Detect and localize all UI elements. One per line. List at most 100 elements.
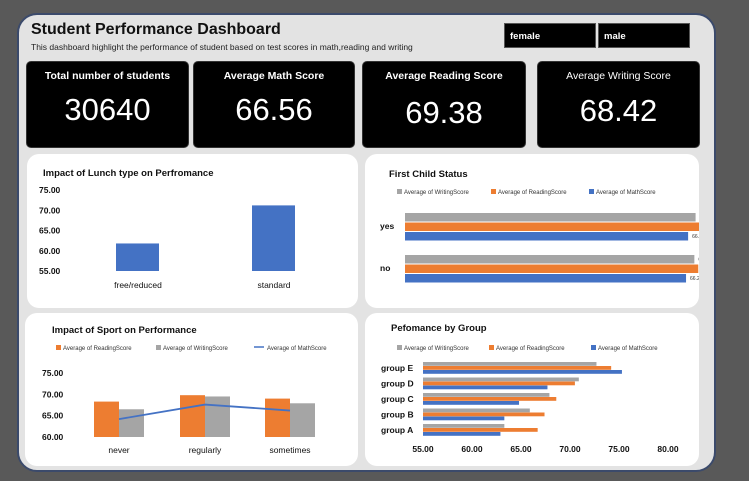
group-bar <box>423 428 538 432</box>
y-tick-label: 70.00 <box>42 389 64 399</box>
legend-label: Average of ReadingScore <box>63 346 132 352</box>
y-tick-label: group C <box>381 394 414 404</box>
group-bar <box>423 366 612 370</box>
group-bar <box>423 408 530 413</box>
lunch-chart-card: Impact of Lunch type on Perfromance 75.0… <box>27 154 358 308</box>
y-tick-label: 65.00 <box>42 411 64 421</box>
x-tick-label: free/reduced <box>114 280 162 290</box>
y-tick-label: 65.00 <box>39 226 61 236</box>
x-tick-label: never <box>108 445 129 455</box>
legend-swatch <box>489 345 494 350</box>
legend-label: Average of MathScore <box>598 346 658 352</box>
sport-bar <box>265 398 290 437</box>
sport-bar <box>205 396 230 437</box>
group-bar <box>423 432 501 436</box>
kpi-average-writing: Average Writing Score 68.42 <box>537 61 700 148</box>
data-label: 66.25 <box>690 276 699 282</box>
legend-swatch <box>397 345 402 350</box>
x-tick-label: 75.00 <box>608 444 630 454</box>
kpi-value: 69.38 <box>405 95 483 130</box>
group-bar <box>423 401 520 405</box>
y-tick-label: 75.00 <box>39 185 61 195</box>
group-bar <box>423 370 622 374</box>
kpi-average-reading: Average Reading Score 69.38 <box>362 61 526 148</box>
x-tick-label: 70.00 <box>559 444 581 454</box>
group-bar <box>423 393 550 397</box>
group-bar <box>423 397 557 401</box>
chart-title: Pefomance by Group <box>391 323 487 334</box>
x-tick-label: 65.00 <box>510 444 532 454</box>
kpi-value: 30640 <box>64 92 151 127</box>
x-tick-label: 60.00 <box>461 444 483 454</box>
sport-chart-card: Impact of Sport on Performance Average o… <box>25 313 358 466</box>
group-bar <box>423 362 597 366</box>
group-chart-card: Pefomance by Group Average of WritingSco… <box>365 313 699 466</box>
y-tick-label: 75.00 <box>42 368 64 378</box>
sport-chart: Impact of Sport on Performance Average o… <box>42 325 327 455</box>
group-bar <box>423 381 575 386</box>
legend-swatch <box>491 189 496 194</box>
first-child-bar <box>405 222 700 231</box>
x-tick-label: sometimes <box>269 445 310 455</box>
kpi-value: 68.42 <box>579 93 658 128</box>
chart-title: Impact of Sport on Performance <box>52 325 197 336</box>
legend-label: Average of MathScore <box>596 190 656 196</box>
kpi-average-math: Average Math Score 66.56 <box>193 61 355 148</box>
x-tick-label: 80.00 <box>657 444 679 454</box>
legend-swatch <box>156 345 161 350</box>
sport-bar <box>119 409 144 437</box>
page-subtitle: This dashboard highlight the performance… <box>31 42 413 52</box>
legend-label: Average of WritingScore <box>404 190 469 196</box>
sport-bar <box>290 403 315 437</box>
y-tick-label: 60.00 <box>39 246 61 256</box>
first-child-bar <box>405 213 696 222</box>
legend-label: Average of MathScore <box>267 346 327 352</box>
kpi-label: Total number of students <box>44 70 171 82</box>
x-tick-label: standard <box>257 280 290 290</box>
data-label: 66.74 <box>692 234 699 240</box>
slicer-male-button[interactable]: male <box>598 23 690 48</box>
legend-label: Average of WritingScore <box>404 346 469 352</box>
lunch-bar <box>116 243 159 271</box>
legend-swatch <box>589 189 594 194</box>
y-tick-label: no <box>380 263 390 273</box>
y-tick-label: group A <box>381 425 413 435</box>
legend-label: Average of WritingScore <box>163 346 228 352</box>
kpi-value: 66.56 <box>235 92 313 127</box>
lunch-chart: Impact of Lunch type on Perfromance 75.0… <box>39 168 295 290</box>
group-bar <box>423 377 579 382</box>
kpi-label: Average Writing Score <box>566 70 671 82</box>
x-tick-label: 55.00 <box>412 444 434 454</box>
first-child-chart: First Child Status Average of WritingSco… <box>380 169 717 283</box>
page-title: Student Performance Dashboard <box>31 21 281 38</box>
lunch-bar <box>252 205 295 271</box>
y-tick-label: 55.00 <box>39 266 61 276</box>
y-tick-label: group B <box>381 410 414 420</box>
first-child-bar <box>405 264 699 273</box>
legend-swatch <box>397 189 402 194</box>
group-bar <box>423 424 505 428</box>
first-child-chart-card: First Child Status Average of WritingSco… <box>365 154 717 308</box>
x-tick-label: regularly <box>189 445 222 455</box>
group-bar <box>423 412 545 417</box>
slicer-female-button[interactable]: female <box>504 23 596 48</box>
chart-title: First Child Status <box>389 169 468 180</box>
legend-swatch <box>56 345 61 350</box>
data-label: 68.21 <box>698 257 699 263</box>
kpi-label: Average Reading Score <box>385 70 503 82</box>
legend-swatch <box>591 345 596 350</box>
first-child-bar <box>405 232 689 241</box>
group-bar <box>423 416 505 421</box>
sport-math-line <box>118 403 291 420</box>
kpi-label: Average Math Score <box>223 70 325 82</box>
y-tick-label: 60.00 <box>42 432 64 442</box>
group-chart: Pefomance by Group Average of WritingSco… <box>381 323 679 454</box>
first-child-bar <box>405 274 687 283</box>
y-tick-label: group E <box>381 363 413 373</box>
legend-label: Average of ReadingScore <box>498 190 567 196</box>
y-tick-label: group D <box>381 379 414 389</box>
legend-label: Average of ReadingScore <box>496 346 565 352</box>
y-tick-label: 70.00 <box>39 205 61 215</box>
first-child-bar <box>405 255 695 264</box>
y-tick-label: yes <box>380 221 394 231</box>
